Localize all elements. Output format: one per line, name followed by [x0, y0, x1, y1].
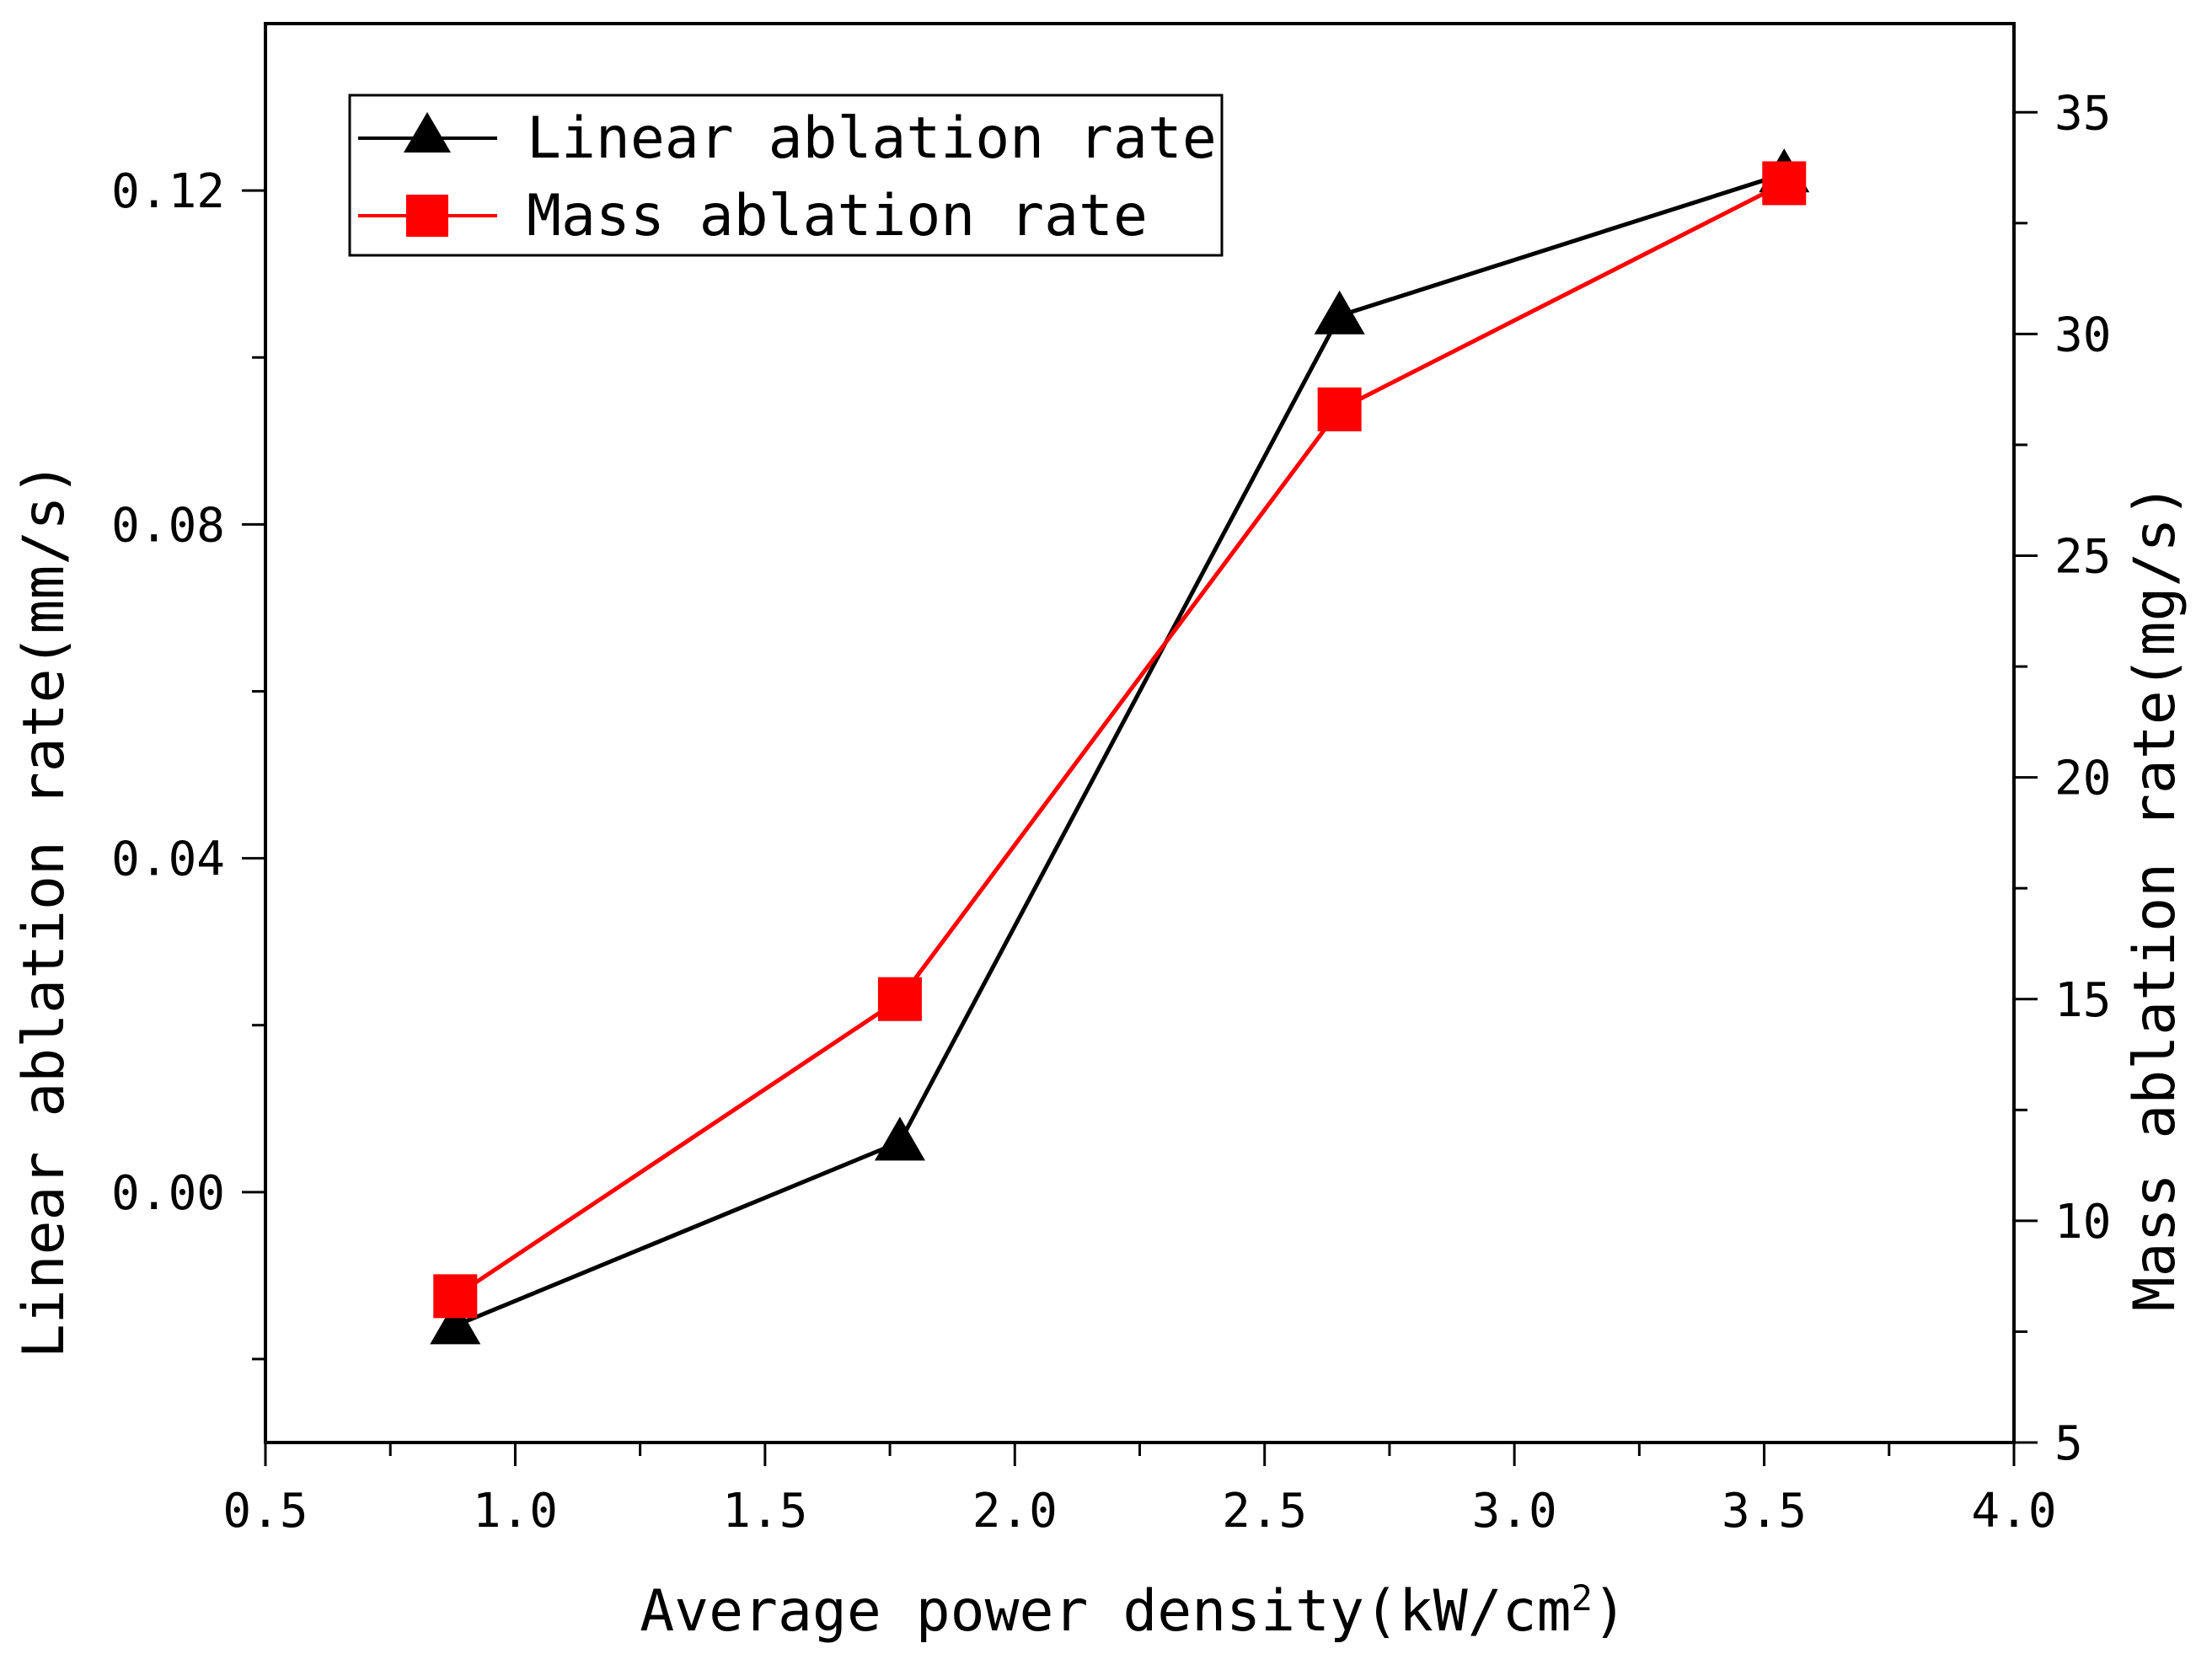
legend: Linear ablation rate Mass ablation rate: [348, 94, 1224, 257]
y-right-tick-label: 30: [2054, 308, 2111, 362]
series-line-1: [453, 181, 1786, 1298]
legend-label-mass: Mass ablation rate: [527, 183, 1148, 249]
data-point-square: [877, 977, 922, 1021]
y-right-tick-label: 15: [2054, 973, 2111, 1028]
x-tick-label: 1.5: [722, 1484, 807, 1539]
y-left-tick-label: 0.00: [111, 1166, 225, 1221]
x-tick-label: 2.0: [972, 1484, 1058, 1539]
y-left-tick-label: 0.04: [111, 832, 225, 887]
y-right-tick-label: 10: [2054, 1195, 2111, 1250]
y-right-tick-label: 25: [2054, 530, 2111, 585]
legend-label-linear: Linear ablation rate: [527, 105, 1217, 172]
y-right-tick-label: 20: [2054, 752, 2111, 806]
x-tick-label: 3.0: [1472, 1484, 1557, 1539]
y-axis-right-title: Mass ablation rate(mg/s): [2122, 484, 2188, 1312]
data-point-triangle: [430, 1300, 481, 1345]
data-point-triangle: [1314, 290, 1365, 335]
y-axis-left-title: Linear ablation rate(mm/s): [11, 462, 78, 1358]
data-point-square: [433, 1274, 478, 1319]
y-right-tick-label: 35: [2054, 86, 2111, 141]
x-tick-label: 2.5: [1222, 1484, 1307, 1539]
x-tick-label: 0.5: [222, 1484, 308, 1539]
series-line-0: [454, 171, 1786, 1328]
y-left-tick-label: 0.08: [111, 498, 225, 553]
data-point-square: [1317, 387, 1362, 431]
x-tick-label: 3.5: [1722, 1484, 1807, 1539]
legend-marker-triangle-icon: [404, 112, 451, 153]
legend-marker-square-icon: [406, 195, 448, 237]
x-tick-label: 4.0: [1971, 1484, 2056, 1539]
x-axis-title: Average power density(kW/cm2): [640, 1577, 1627, 1646]
data-point-triangle: [874, 1116, 925, 1161]
y-left-tick-label: 0.12: [111, 164, 225, 219]
x-tick-label: 1.0: [473, 1484, 558, 1539]
legend-box: [348, 94, 1224, 257]
y-right-tick-label: 5: [2054, 1416, 2083, 1471]
data-point-square: [1762, 161, 1807, 206]
